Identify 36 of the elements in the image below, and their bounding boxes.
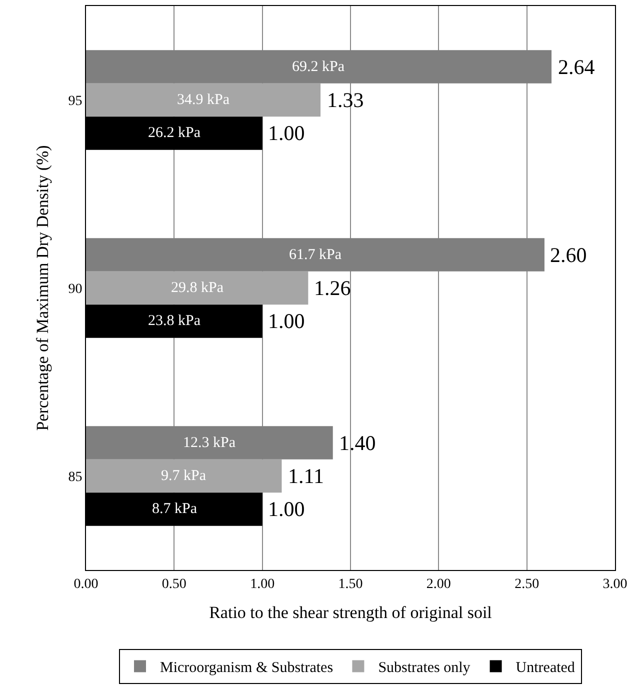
- bar: [86, 271, 308, 305]
- annotation: 29.8 kPa: [171, 280, 224, 296]
- x-tick-label: 2.00: [426, 576, 451, 592]
- x-tick-label: 3.00: [602, 576, 628, 592]
- y-tick-label: 90: [68, 282, 82, 297]
- data-label: 2.60: [550, 243, 587, 267]
- annotation: 34.9 kPa: [177, 92, 230, 108]
- annotation: 61.7 kPa: [289, 247, 342, 263]
- data-label: 1.40: [339, 431, 376, 455]
- data-label: 1.26: [314, 276, 351, 300]
- x-tick-label: 1.00: [250, 576, 275, 592]
- annotation: 12.3 kPa: [183, 435, 236, 451]
- data-label: 1.00: [268, 497, 305, 521]
- x-axis-title: Ratio to the shear strength of original soil: [209, 603, 492, 622]
- data-label: 1.11: [288, 464, 324, 488]
- legend-label: Microorganism & Substrates: [160, 660, 334, 676]
- annotation: 69.2 kPa: [292, 59, 345, 75]
- annotation: 26.2 kPa: [148, 125, 201, 141]
- x-tick-label: 1.50: [338, 576, 363, 592]
- annotation: 23.8 kPa: [148, 313, 201, 329]
- data-label: 1.00: [268, 309, 305, 333]
- data-label: 2.64: [558, 55, 596, 79]
- data-label: 1.33: [327, 88, 364, 112]
- annotation: 9.7 kPa: [161, 468, 206, 484]
- legend-label: Untreated: [516, 660, 576, 676]
- legend-label: Substrates only: [378, 660, 471, 676]
- y-tick-label: 95: [68, 94, 82, 109]
- x-tick-label: 2.50: [514, 576, 540, 592]
- y-tick-label: 85: [68, 470, 82, 485]
- bar: [86, 83, 321, 117]
- x-tick-label: 0.50: [162, 576, 186, 592]
- x-tick-label: 0.00: [74, 576, 98, 592]
- data-label: 1.00: [268, 121, 305, 145]
- y-axis-title: Percentage of Maximum Dry Density (%): [32, 145, 52, 431]
- annotation: 8.7 kPa: [152, 501, 198, 517]
- bar: [86, 459, 282, 493]
